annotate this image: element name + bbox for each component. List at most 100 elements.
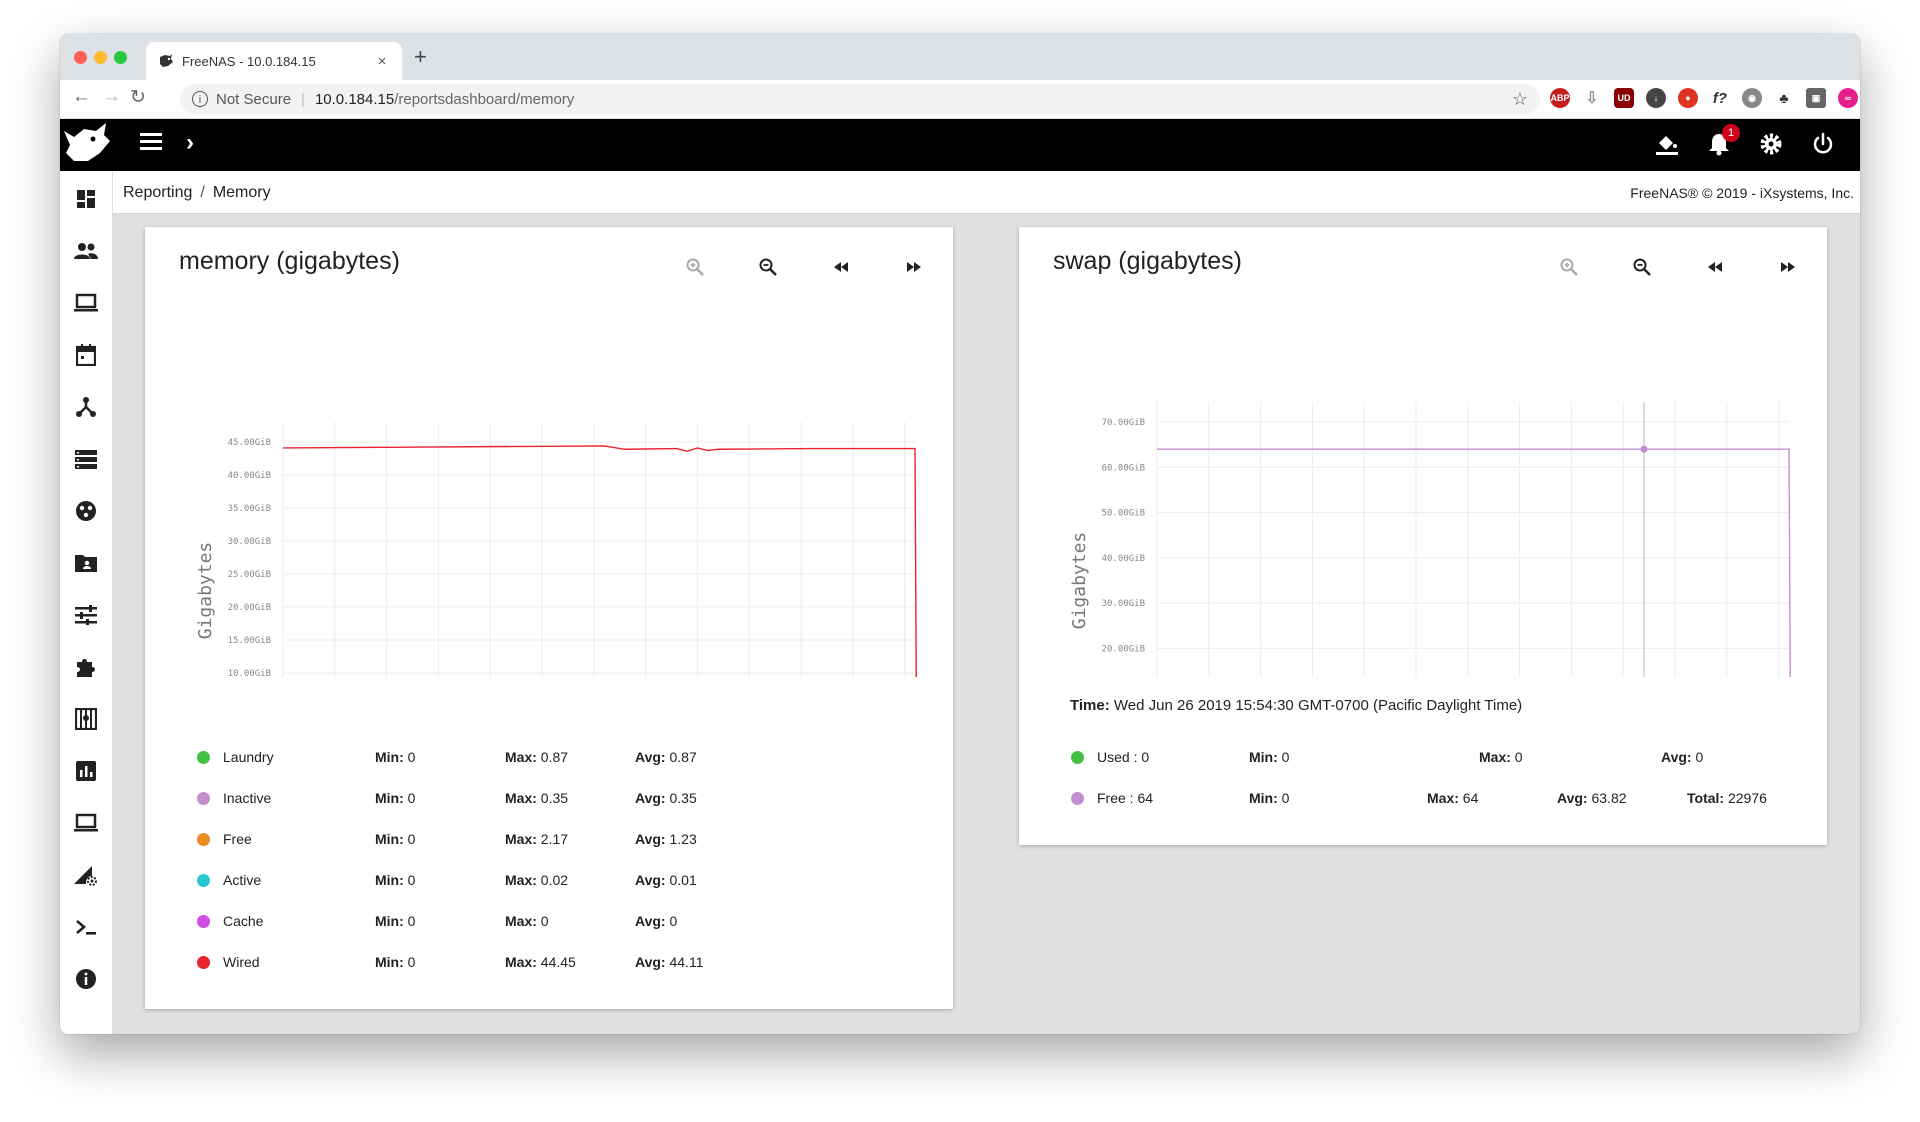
- legend-min: Min: 0: [375, 913, 415, 929]
- sidebar-item-network[interactable]: [74, 395, 98, 419]
- legend-avg-label: Avg:: [635, 872, 666, 888]
- power-icon[interactable]: [1810, 131, 1836, 157]
- sidebar-item-display-system-processes[interactable]: [74, 863, 98, 887]
- breadcrumb-reporting-link[interactable]: Reporting: [123, 184, 193, 201]
- legend-avg: Avg: 0.35: [635, 790, 697, 806]
- zoom-out-icon[interactable]: [758, 257, 778, 277]
- sidebar-item-shell[interactable]: [74, 915, 98, 939]
- sidebar-item-tasks[interactable]: [74, 343, 98, 367]
- back-arrow-icon[interactable]: ←: [72, 86, 91, 107]
- legend-max-label: Max:: [505, 872, 537, 888]
- legend-min: Min: 0: [375, 831, 415, 847]
- sidebar-item-system[interactable]: [74, 291, 98, 315]
- sidebar-item-services[interactable]: [74, 603, 98, 627]
- legend-max: Max: 0.35: [505, 790, 568, 806]
- browser-tab[interactable]: FreeNAS - 10.0.184.15 ×: [146, 42, 402, 80]
- legend-min-label: Min:: [375, 954, 404, 970]
- url-input[interactable]: i Not Secure | 10.0.184.15 /reportsdashb…: [180, 84, 1540, 114]
- legend-avg-label: Avg:: [1661, 749, 1692, 765]
- freenas-logo-icon[interactable]: [60, 119, 112, 171]
- legend-total-value: 22976: [1727, 790, 1767, 806]
- legend-min-value: 0: [1281, 790, 1290, 806]
- legend-min-label: Min:: [375, 913, 404, 929]
- memory-line-chart: 0.00GiB5.00GiB10.00GiB15.00GiB20.00GiB25…: [195, 422, 917, 677]
- legend-color-dot: [197, 751, 210, 764]
- y-tick-label: 40.00GiB: [1102, 554, 1145, 564]
- sidebar-item-guide[interactable]: [74, 967, 98, 991]
- sidebar-item-sharing[interactable]: [74, 551, 98, 575]
- sidebar-item-dashboard[interactable]: [74, 187, 98, 211]
- legend-min-value: 0: [407, 872, 416, 888]
- zoom-in-icon[interactable]: [1559, 257, 1579, 277]
- fast-forward-icon[interactable]: [904, 257, 924, 277]
- screenshot-extension-icon[interactable]: ▣: [1806, 88, 1826, 108]
- fast-forward-icon[interactable]: [1778, 257, 1798, 277]
- topbar-actions: 1: [1654, 124, 1836, 157]
- legend-color-dot: [197, 915, 210, 928]
- sidebar-item-reporting[interactable]: [74, 759, 98, 783]
- sidebar-item-accounts[interactable]: [74, 239, 98, 263]
- legend-series-name: Inactive: [223, 790, 272, 806]
- legend-max-label: Max:: [505, 913, 537, 929]
- settings-gear-icon[interactable]: [1758, 131, 1784, 157]
- time-value: Wed Jun 26 2019 15:54:30 GMT-0700 (Pacif…: [1113, 697, 1523, 714]
- security-label: Not Secure: [216, 90, 292, 108]
- maximize-window-button[interactable]: [114, 51, 127, 64]
- calendar-icon: [76, 344, 96, 366]
- zoom-in-icon[interactable]: [685, 257, 705, 277]
- legend-avg-value: 0: [669, 913, 678, 929]
- adblock-icon[interactable]: ABP: [1550, 88, 1570, 108]
- forward-arrow-icon[interactable]: →: [102, 86, 121, 107]
- globe-extension-icon[interactable]: ◉: [1742, 88, 1762, 108]
- extensions-bar: ABP ⇩ UD ↓ ● f? ◉ ♣ ▣ ∞ ◔ T ⋮: [1550, 88, 1860, 108]
- download-circle-icon[interactable]: ↓: [1646, 88, 1666, 108]
- puzzle-piece-icon: [77, 659, 95, 677]
- font-finder-icon[interactable]: f?: [1710, 88, 1730, 108]
- zoom-out-icon[interactable]: [1632, 257, 1652, 277]
- sidebar-item-storage[interactable]: [74, 447, 98, 471]
- legend-min: Min: 0: [375, 872, 415, 888]
- chevron-right-icon[interactable]: ›: [186, 129, 194, 156]
- legend-total-label: Total:: [1687, 790, 1725, 806]
- hamburger-menu-icon[interactable]: [140, 133, 162, 154]
- ublock-icon[interactable]: UD: [1614, 88, 1634, 108]
- legend-min: Min: 0: [1249, 749, 1289, 765]
- legend-series-name: Wired: [223, 954, 260, 970]
- browser-window: FreeNAS - 10.0.184.15 × + ← → ↻ i Not Se…: [60, 34, 1860, 1034]
- info-icon[interactable]: i: [192, 91, 208, 107]
- hover-time-readout: Time: Wed Jun 26 2019 15:54:30 GMT-0700 …: [1070, 697, 1522, 714]
- rewind-icon[interactable]: [1705, 257, 1725, 277]
- legend-max: Max: 0.02: [505, 872, 568, 888]
- rewind-icon[interactable]: [831, 257, 851, 277]
- time-label: Time:: [1070, 697, 1110, 714]
- puzzle-extension-icon[interactable]: ♣: [1774, 88, 1794, 108]
- sidebar-item-jails[interactable]: [74, 707, 98, 731]
- new-tab-button[interactable]: +: [414, 44, 427, 69]
- close-window-button[interactable]: [74, 51, 87, 64]
- tab-close-button[interactable]: ×: [377, 52, 387, 70]
- legend-min-value: 0: [407, 790, 416, 806]
- users-icon: [74, 243, 98, 259]
- tune-sliders-icon: [75, 605, 97, 625]
- pink-extension-icon[interactable]: ∞: [1838, 88, 1858, 108]
- minimize-window-button[interactable]: [94, 51, 107, 64]
- sidebar-item-virtual-machines[interactable]: [74, 811, 98, 835]
- sidebar-item-directory-services[interactable]: [74, 499, 98, 523]
- sidebar-item-plugins[interactable]: [74, 655, 98, 679]
- theme-bucket-icon[interactable]: [1654, 131, 1680, 157]
- breadcrumb-separator: /: [200, 184, 205, 201]
- bookmark-star-icon[interactable]: ☆: [1511, 88, 1528, 109]
- swap-line-chart: 0.00GiB10.00GiB20.00GiB30.00GiB40.00GiB5…: [1069, 402, 1791, 677]
- lastpass-icon[interactable]: ●: [1678, 88, 1698, 108]
- legend-max: Max: 64: [1427, 790, 1478, 806]
- notifications-bell-icon[interactable]: 1: [1706, 124, 1740, 157]
- legend-avg-label: Avg:: [1557, 790, 1588, 806]
- y-axis-label: Gigabytes: [1069, 532, 1090, 630]
- download-extension-icon[interactable]: ⇩: [1582, 88, 1602, 108]
- legend-max-value: 0: [1514, 749, 1523, 765]
- legend-max-value: 0: [540, 913, 549, 929]
- legend-avg-label: Avg:: [635, 831, 666, 847]
- reload-icon[interactable]: ↻: [130, 87, 146, 108]
- legend-max-value: 2.17: [540, 831, 569, 847]
- legend-min-value: 0: [407, 749, 416, 765]
